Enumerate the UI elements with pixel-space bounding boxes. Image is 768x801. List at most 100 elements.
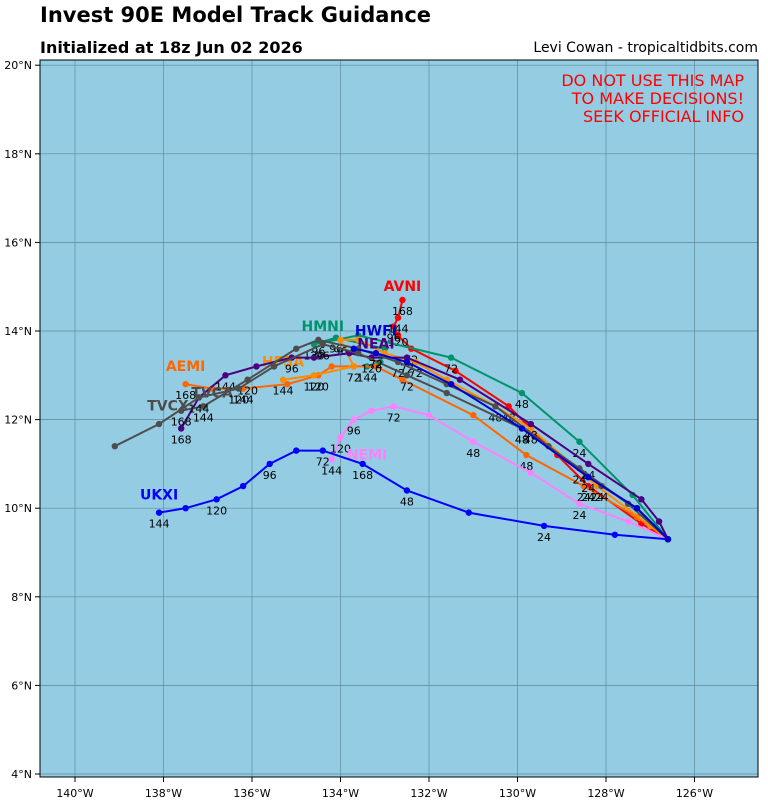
model-name-label: NEAI <box>357 337 394 353</box>
forecast-hour-label: 72 <box>369 358 383 371</box>
forecast-hour-label: 48 <box>515 433 529 446</box>
track-point <box>576 500 583 507</box>
track-point <box>399 376 406 383</box>
forecast-hour-label: 48 <box>515 433 529 446</box>
forecast-hour-label: 72 <box>400 363 414 376</box>
track-point <box>655 518 663 525</box>
track-ukxi: 24 48 72 96 120 144 168 UKXI <box>140 447 672 544</box>
lat-tick-label: 8°N <box>11 591 32 604</box>
lon-tick-label: 130°W <box>499 787 536 800</box>
forecast-hour-label: 120 <box>361 363 382 376</box>
track-point <box>350 345 357 352</box>
model-tracks: 24487296120144168AVNI24487296120144HMNI2… <box>111 279 672 544</box>
forecast-hour-label: 48 <box>400 495 414 508</box>
forecast-hour-label: 168 <box>171 416 192 429</box>
track-point <box>447 380 455 388</box>
forecast-hour-label: 72 <box>347 371 361 384</box>
axis-ticks: 140°W 138°W 136°W 134°W 132°W 130°W 128°W 126°W… <box>4 59 713 800</box>
forecast-hour-label: 144 <box>388 323 409 336</box>
track-point <box>319 341 326 348</box>
forecast-hour-label: 72 <box>444 363 458 376</box>
forecast-hour-label: 168 <box>392 305 413 318</box>
track-point <box>222 372 229 379</box>
warning-line-3: SEEK OFFICIAL INFO <box>583 107 744 126</box>
forecast-hour-label: 120 <box>303 380 324 393</box>
track-point <box>182 505 189 512</box>
track-point <box>576 438 583 445</box>
forecast-hour-label: 24 <box>581 482 595 495</box>
track-point <box>527 469 534 476</box>
model-name-label: UKXI <box>140 487 178 503</box>
track-point <box>310 354 318 361</box>
track-point <box>624 518 632 525</box>
forecast-hour-label: 144 <box>193 411 214 424</box>
track-point <box>182 380 189 388</box>
lat-tick-label: 14°N <box>4 325 32 338</box>
track-point <box>527 425 534 432</box>
lat-tick-label: 16°N <box>4 236 32 249</box>
track-point <box>328 456 335 463</box>
forecast-hour-label: 144 <box>188 402 209 415</box>
warning-line-1: DO NOT USE THIS MAP <box>561 71 744 90</box>
track-point <box>284 380 291 388</box>
track-point <box>394 314 402 321</box>
forecast-hour-label: 144 <box>357 371 378 384</box>
track-point <box>270 363 278 370</box>
lon-tick-label: 128°W <box>587 787 624 800</box>
forecast-hour-label: 144 <box>233 394 254 407</box>
track-point <box>465 509 473 516</box>
track-hwfi: 24 48 72 HWFI <box>350 323 672 543</box>
track-neai: 24487296120144168NEAI <box>171 337 672 543</box>
lon-tick-label: 136°W <box>233 787 270 800</box>
track-point <box>315 336 322 344</box>
forecast-hour-label: 120 <box>237 385 258 398</box>
forecast-hour-label: 120 <box>206 504 227 517</box>
track-point <box>470 411 477 419</box>
track-point <box>355 349 362 357</box>
forecast-hour-label: 96 <box>316 349 330 362</box>
track-point <box>350 416 357 423</box>
forecast-hour-label: 168 <box>175 389 196 402</box>
track-point <box>394 332 402 339</box>
forecast-hour-label: 24 <box>537 531 551 544</box>
track-point <box>355 336 362 344</box>
track-point <box>470 438 477 445</box>
track-point <box>505 403 512 410</box>
lon-tick-label: 134°W <box>322 787 359 800</box>
credit-text: Levi Cowan - tropicaltidbits.com <box>533 40 758 56</box>
track-point <box>279 376 287 383</box>
track-point <box>403 358 411 366</box>
forecast-hour-label: 144 <box>149 518 170 531</box>
track-point <box>310 372 318 379</box>
forecast-hour-label: 144 <box>321 464 342 477</box>
forecast-hour-label: 24 <box>572 509 586 522</box>
track-point <box>580 482 588 490</box>
lat-tick-label: 20°N <box>4 59 32 72</box>
track-point <box>328 363 335 370</box>
lon-tick-label: 140°W <box>56 787 93 800</box>
warning-line-2: TO MAKE DECISIONS! <box>571 89 744 108</box>
forecast-hour-label: 144 <box>272 385 293 398</box>
track-point <box>638 496 645 503</box>
track-point <box>403 354 411 361</box>
track-point <box>350 363 357 370</box>
track-point <box>633 505 641 512</box>
forecast-hour-label: 24 <box>595 491 609 504</box>
track-line <box>353 347 669 540</box>
track-point <box>372 349 380 357</box>
forecast-hour-label: 120 <box>308 380 329 393</box>
lat-tick-label: 18°N <box>4 148 32 161</box>
track-point <box>372 363 380 370</box>
track-line <box>185 365 669 541</box>
track-point <box>456 376 464 383</box>
track-point <box>235 385 242 392</box>
track-point <box>585 473 592 481</box>
lon-tick-label: 132°W <box>410 787 447 800</box>
forecast-hour-label: 72 <box>400 380 414 393</box>
lon-tick-label: 138°W <box>145 787 182 800</box>
forecast-hour-label: 24 <box>581 491 595 504</box>
track-point <box>403 487 411 494</box>
track-point <box>664 536 672 543</box>
track-point <box>381 345 388 352</box>
